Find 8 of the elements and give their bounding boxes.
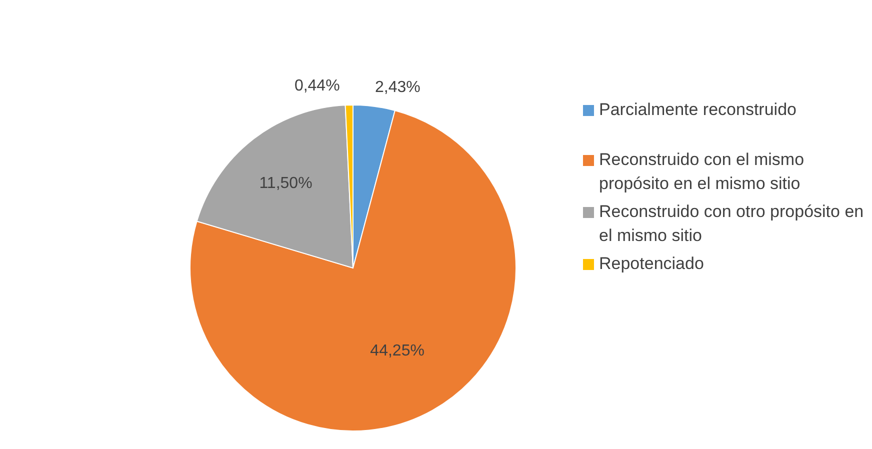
legend-label: Reconstruido con otro propósito en el mismo sitio xyxy=(599,201,865,247)
legend-label: Repotenciado xyxy=(599,253,704,275)
legend-label: Reconstruido con el mismo propósito en el mismo sitio xyxy=(599,149,806,195)
data-label: 11,50% xyxy=(259,174,312,192)
legend-label: Parcialmente reconstruido xyxy=(599,99,796,121)
data-label: 2,43% xyxy=(374,79,420,96)
data-label: 44,25% xyxy=(370,342,424,360)
data-label: 0,44% xyxy=(294,78,340,95)
